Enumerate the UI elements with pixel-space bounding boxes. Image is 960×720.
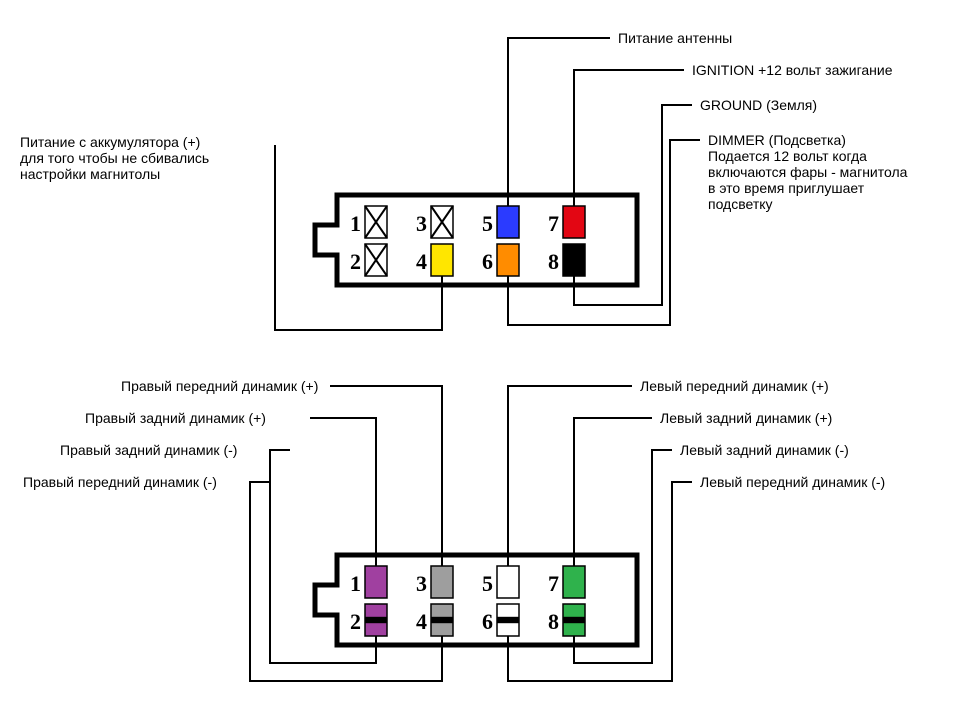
connector-b-pin-7-label: 7: [548, 571, 559, 596]
wiring-diagram: 1 3 5 7 2 4 6 8 Питание антенны IGNITION +12 воль…: [0, 0, 960, 720]
connector-b-shell: [315, 555, 637, 645]
connector-b-pin-5: [497, 566, 519, 598]
connector-a-pin-3-label: 3: [416, 211, 427, 236]
connector-b-pin-2-stripe: [365, 617, 387, 623]
connector-a-pin-5: [497, 206, 519, 238]
connector-a-pin-7-label: 7: [548, 211, 559, 236]
connector-a-shell: [315, 195, 637, 285]
connector-b-pin-1-label: 1: [350, 571, 361, 596]
connector-b-pin-6-label: 6: [482, 609, 493, 634]
connector-a-pin-6: [497, 244, 519, 276]
connector-b-pin-3-label: 3: [416, 571, 427, 596]
connector-b-pin-7: [563, 566, 585, 598]
connector-b-pin-6-stripe: [497, 617, 519, 623]
connector-a-pin-1-label: 1: [350, 211, 361, 236]
callout-text: IGNITION +12 вольт зажигание: [692, 62, 893, 78]
connector-b-pin-8-stripe: [563, 617, 585, 623]
callout-text: Правый задний динамик (-): [60, 442, 237, 458]
connector-b-pin-1: [365, 566, 387, 598]
callout-text: DIMMER (Подсветка)Подается 12 вольт когд…: [708, 132, 908, 212]
callout-text: Левый передний динамик (+): [640, 378, 829, 394]
callout-text: Правый передний динамик (+): [121, 378, 318, 394]
connector-a-pin-5-label: 5: [482, 211, 493, 236]
connector-b-pin-3: [431, 566, 453, 598]
callout-text: Левый передний динамик (-): [700, 474, 885, 490]
connector-a-pin-8: [563, 244, 585, 276]
callout-text: Левый задний динамик (+): [660, 410, 832, 426]
connector-a-pin-6-label: 6: [482, 249, 493, 274]
connector-a-pin-2-label: 2: [350, 249, 361, 274]
callout-text: Правый задний динамик (+): [85, 410, 266, 426]
connector-b-pin-5-label: 5: [482, 571, 493, 596]
connector-a-pin-4-label: 4: [416, 249, 427, 274]
callout-text: Питание антенны: [618, 30, 732, 46]
connector-a-pin-8-label: 8: [548, 249, 559, 274]
callout-text: Правый передний динамик (-): [23, 474, 217, 490]
callout-text: Питание с аккумулятора (+)для того чтобы…: [20, 134, 209, 182]
callout-text: GROUND (Земля): [700, 97, 817, 113]
connector-b-pin-4-stripe: [431, 617, 453, 623]
callout-text: Левый задний динамик (-): [680, 442, 849, 458]
connector-a-pin-4: [431, 244, 453, 276]
connector-b-pin-8-label: 8: [548, 609, 559, 634]
connector-b-pin-4-label: 4: [416, 609, 427, 634]
connector-b-pin-2-label: 2: [350, 609, 361, 634]
connector-a-pin-7: [563, 206, 585, 238]
